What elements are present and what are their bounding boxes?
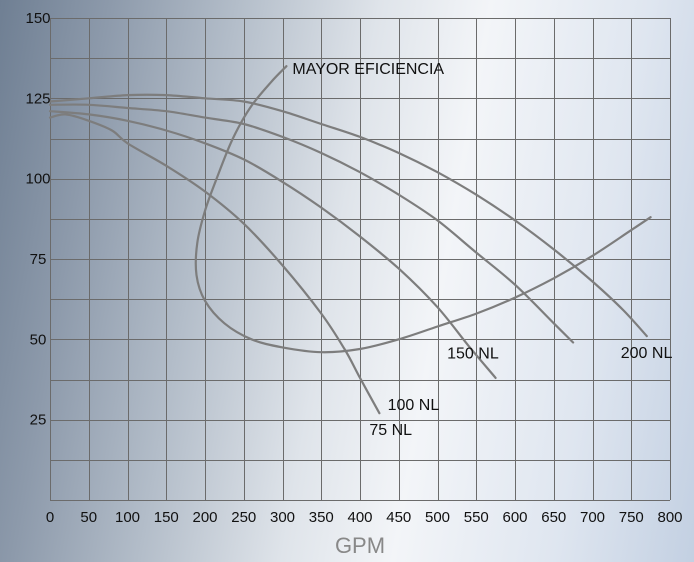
series-line-mayor-eficiencia: [194, 65, 652, 354]
x-tick-label: 600: [502, 509, 527, 526]
series-line-200-nl: [48, 93, 648, 338]
tick-labels: 0 50 100 150 200 250 300 350 400 450 500 550 600 650 7…: [25, 10, 682, 558]
grid: [49, 18, 671, 502]
x-tick-label: 450: [386, 509, 411, 526]
x-tick-label: 0: [46, 509, 54, 526]
x-tick-label: 100: [115, 509, 140, 526]
y-tick-label: 75: [30, 251, 47, 268]
series-label-75-nl: 75 NL: [369, 422, 412, 439]
series-label-100-nl: 100 NL: [388, 397, 440, 414]
x-tick-label: 250: [231, 509, 256, 526]
y-tick-label: 25: [30, 412, 47, 429]
x-tick-label: 700: [580, 509, 605, 526]
series-line-150-nl: [48, 103, 575, 344]
series-label-200-nl: 200 NL: [621, 345, 673, 362]
curve-labels: 75 NL 100 NL 150 NL 200 NL MAYOR EFICIENCIA: [292, 61, 672, 439]
efficiency-label: MAYOR EFICIENCIA: [292, 61, 444, 78]
x-tick-label: 350: [309, 509, 334, 526]
y-tick-label: 100: [25, 171, 50, 188]
x-tick-label: 50: [80, 509, 97, 526]
x-tick-label: 400: [347, 509, 372, 526]
x-tick-label: 550: [464, 509, 489, 526]
series-line-100-nl: [48, 110, 497, 379]
x-tick-label: 500: [425, 509, 450, 526]
x-tick-label: 650: [541, 509, 566, 526]
series-label-150-nl: 150 NL: [447, 346, 499, 363]
y-tick-label: 50: [30, 331, 47, 348]
x-axis-label: GPM: [335, 533, 385, 558]
y-tick-label: 125: [25, 90, 50, 107]
x-tick-label: 750: [619, 509, 644, 526]
series-line-75-nl: [48, 113, 381, 415]
x-tick-label: 200: [192, 509, 217, 526]
x-tick-label: 800: [657, 509, 682, 526]
x-tick-label: 300: [270, 509, 295, 526]
curves: [48, 65, 652, 415]
y-tick-label: 150: [25, 10, 50, 27]
x-tick-label: 150: [154, 509, 179, 526]
